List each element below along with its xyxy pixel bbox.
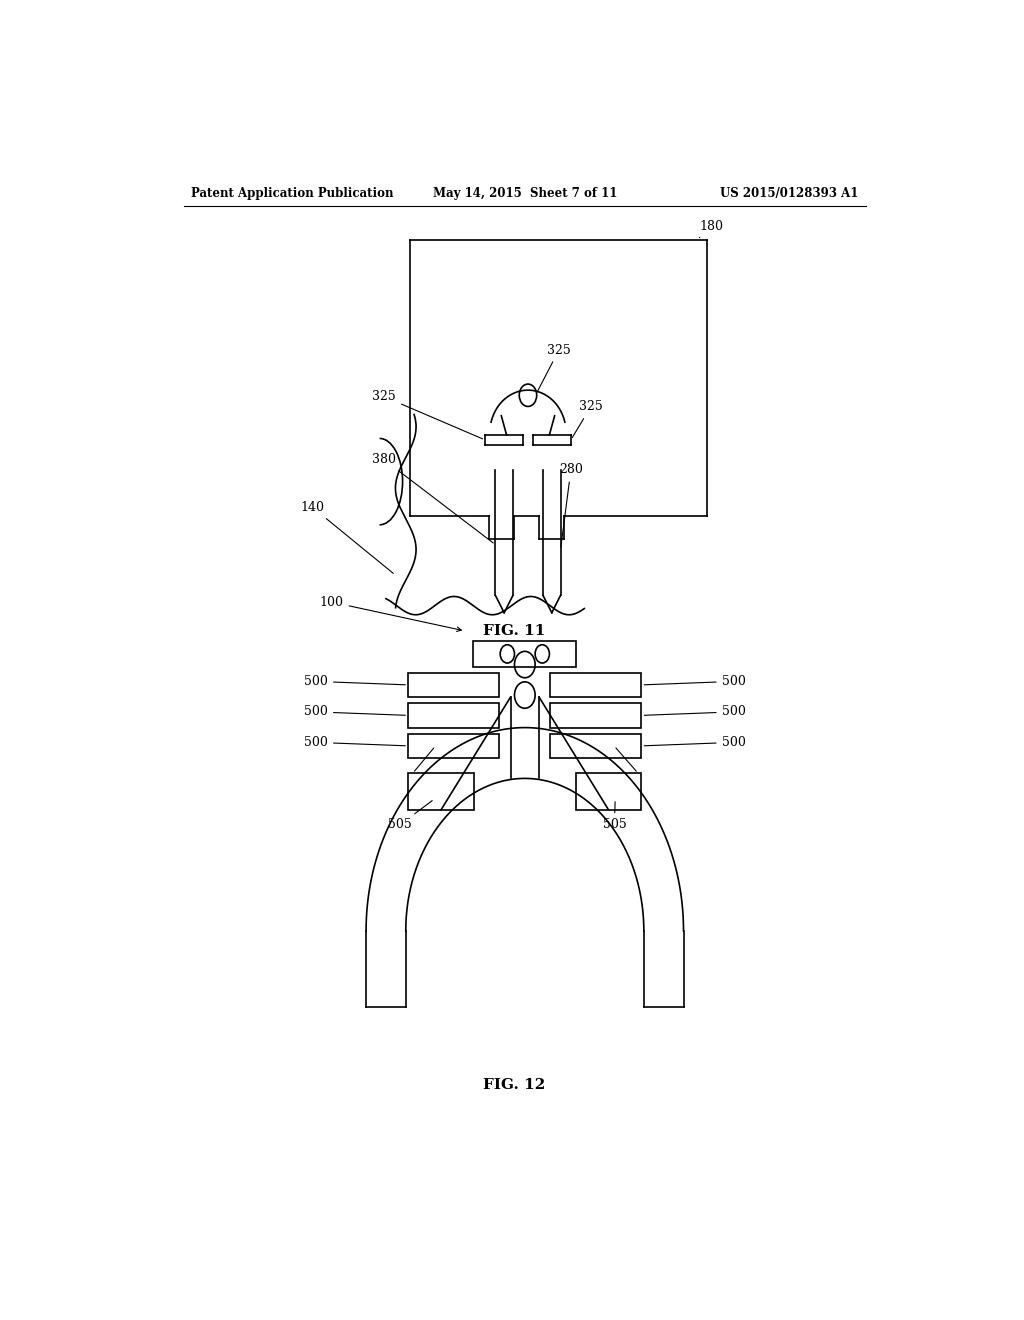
Text: May 14, 2015  Sheet 7 of 11: May 14, 2015 Sheet 7 of 11	[432, 187, 617, 201]
Text: 500: 500	[644, 705, 745, 718]
Text: US 2015/0128393 A1: US 2015/0128393 A1	[720, 187, 858, 201]
Text: 500: 500	[304, 705, 406, 718]
FancyBboxPatch shape	[409, 673, 500, 697]
Text: 325: 325	[373, 391, 482, 438]
Text: FIG. 11: FIG. 11	[483, 624, 546, 638]
FancyBboxPatch shape	[550, 673, 641, 697]
Text: 500: 500	[304, 675, 406, 688]
Text: 500: 500	[304, 735, 406, 748]
FancyBboxPatch shape	[575, 774, 641, 810]
FancyBboxPatch shape	[409, 774, 474, 810]
FancyBboxPatch shape	[550, 734, 641, 758]
FancyBboxPatch shape	[409, 704, 500, 727]
FancyBboxPatch shape	[409, 734, 500, 758]
Text: 505: 505	[602, 801, 627, 832]
Text: 500: 500	[644, 735, 745, 748]
FancyBboxPatch shape	[473, 642, 577, 667]
Text: 500: 500	[644, 675, 745, 688]
FancyBboxPatch shape	[550, 704, 641, 727]
Text: FIG. 12: FIG. 12	[483, 1078, 546, 1093]
Text: 100: 100	[319, 595, 462, 631]
Text: 505: 505	[388, 801, 432, 832]
Text: 140: 140	[301, 502, 393, 573]
Text: 380: 380	[373, 453, 494, 543]
Text: Patent Application Publication: Patent Application Publication	[191, 187, 394, 201]
Text: 280: 280	[559, 463, 583, 546]
Text: 325: 325	[572, 400, 602, 437]
Text: 180: 180	[699, 219, 723, 238]
Text: 325: 325	[538, 343, 570, 392]
